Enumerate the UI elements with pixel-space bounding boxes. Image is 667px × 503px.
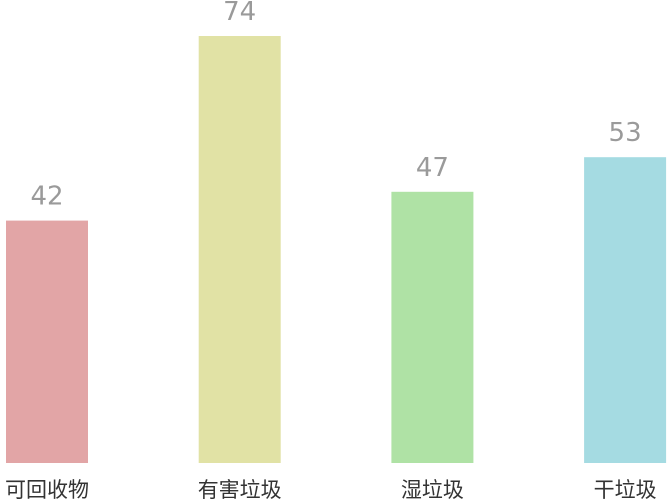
value-label-2: 74 bbox=[223, 0, 256, 27]
category-label-4: 干垃圾 bbox=[594, 478, 657, 502]
bar-2 bbox=[198, 36, 281, 463]
bar-1 bbox=[6, 220, 88, 463]
bar-4 bbox=[584, 157, 667, 463]
bar-3 bbox=[391, 191, 474, 464]
value-labels-group: 42 74 47 53 bbox=[30, 0, 641, 212]
category-label-3: 湿垃圾 bbox=[401, 478, 464, 502]
value-label-4: 53 bbox=[609, 118, 642, 148]
value-label-1: 42 bbox=[30, 182, 63, 212]
category-label-2: 有害垃圾 bbox=[198, 478, 282, 502]
bars-group bbox=[6, 36, 667, 464]
category-label-1: 可回收物 bbox=[5, 478, 89, 502]
value-label-3: 47 bbox=[416, 153, 449, 183]
category-labels-group: 可回收物 有害垃圾 湿垃圾 干垃圾 bbox=[5, 478, 657, 502]
